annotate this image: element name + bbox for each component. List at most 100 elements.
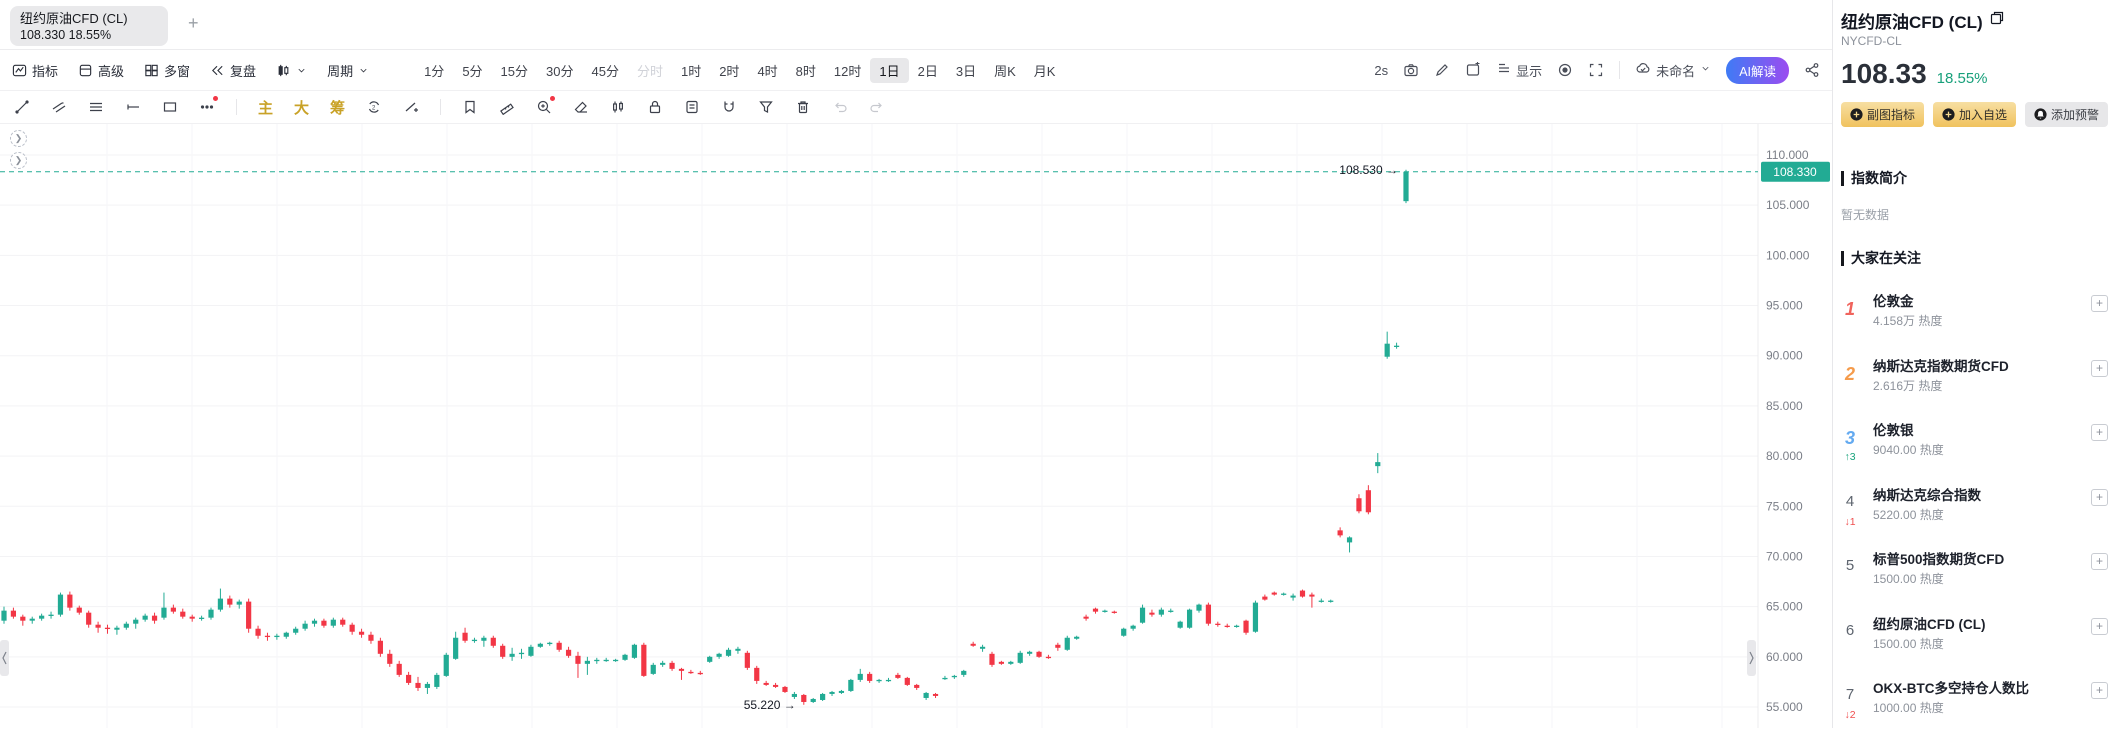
watchlist-item-纳斯达克综合指数[interactable]: 4 ↓1 纳斯达克综合指数 5220.00 热度 + <box>1833 466 2125 530</box>
add-to-watchlist-button[interactable]: + <box>2091 295 2108 312</box>
add-tab-button[interactable]: + <box>188 13 199 33</box>
watchlist-item-OKX-BTC多空持仓人数比[interactable]: 7 ↓2 OKX-BTC多空持仓人数比 1000.00 热度 + <box>1833 659 2125 723</box>
rectangle-tool[interactable] <box>162 99 178 115</box>
price-axis-label[interactable]: 80.000 <box>1766 449 1803 463</box>
timeframe-5分[interactable]: 5分 <box>462 63 483 79</box>
layout-dropdown[interactable]: 未命名 <box>1635 60 1711 81</box>
horizontal-lines-tool[interactable] <box>88 99 104 115</box>
toolbar-item-复盘[interactable]: 复盘 <box>210 61 256 80</box>
redo-tool[interactable] <box>869 99 885 115</box>
timeframe-1时[interactable]: 1时 <box>680 63 702 79</box>
tool-大[interactable]: 大 <box>294 99 310 117</box>
chevron-down-icon <box>296 65 307 76</box>
timeframe-月K[interactable]: 月K <box>1033 63 1056 79</box>
price-axis-label[interactable]: 105.000 <box>1766 198 1810 212</box>
candle-pattern-tool[interactable] <box>610 99 626 115</box>
price-axis-label[interactable]: 70.000 <box>1766 549 1803 563</box>
horizontal-ray-tool[interactable] <box>125 99 141 115</box>
add-to-watchlist-button[interactable]: + <box>2091 682 2108 699</box>
trend-line-tool[interactable] <box>14 99 30 115</box>
camera-icon[interactable] <box>1403 62 1419 78</box>
funnel-tool[interactable] <box>758 99 774 115</box>
timeframe-12时[interactable]: 12时 <box>833 63 862 79</box>
add-to-watchlist-button[interactable]: + <box>2091 424 2108 441</box>
timeframe-15分[interactable]: 15分 <box>500 63 529 79</box>
section-header-intro: 指数简介 <box>1841 168 1907 188</box>
price-axis-label[interactable]: 95.000 <box>1766 299 1803 313</box>
settings-target-icon[interactable] <box>1557 62 1573 78</box>
parallel-channel-tool[interactable] <box>51 99 67 115</box>
watchlist-item-纽约原油CFD (CL)[interactable]: 6 纽约原油CFD (CL) 1500.00 热度 + <box>1833 595 2125 659</box>
toolbar-item-高级[interactable]: 高级 <box>78 61 124 80</box>
chart-area[interactable]: 108.530 → 55.220 → 110.000 105.000 100.000 95… <box>0 124 1832 728</box>
chart-type-selector[interactable] <box>276 63 307 78</box>
timeframe-45分[interactable]: 45分 <box>591 63 619 79</box>
period-dropdown[interactable]: 周期 <box>327 61 369 80</box>
tool-筹[interactable]: 筹 <box>330 99 346 117</box>
new-pane-icon[interactable] <box>1465 62 1481 78</box>
timeframe-2日[interactable]: 2日 <box>917 63 938 79</box>
add-to-watchlist-button[interactable]: + <box>2091 553 2108 570</box>
copy-icon[interactable] <box>1989 10 2005 31</box>
zoom-in-tool[interactable] <box>536 96 556 115</box>
candlestick-chart[interactable]: 108.530 → 55.220 → 110.000 105.000 100.000 95… <box>0 124 1832 728</box>
panel-button-加入自选[interactable]: 加入自选 <box>1933 102 2017 127</box>
price-axis-label[interactable]: 65.000 <box>1766 600 1803 614</box>
expand-panel-icon[interactable]: ❯ <box>10 152 27 169</box>
cycle-tool[interactable]: 2 <box>366 99 382 115</box>
pencil-icon[interactable] <box>1434 62 1450 78</box>
timeframe-30分[interactable]: 30分 <box>546 63 574 79</box>
price-axis-label[interactable]: 60.000 <box>1766 650 1803 664</box>
share-icon[interactable] <box>1804 62 1820 78</box>
last-price-badge: 108.330 <box>1773 165 1817 179</box>
bookmark-tool[interactable] <box>462 99 478 115</box>
rank-number: 2 <box>1844 363 1855 384</box>
panel-button-副图指标[interactable]: 副图指标 <box>1841 102 1925 127</box>
fullscreen-icon[interactable] <box>1588 62 1604 78</box>
eraser-tool[interactable] <box>573 99 589 115</box>
ai-interpret-button[interactable]: AI解读 <box>1726 56 1789 84</box>
add-to-watchlist-button[interactable]: + <box>2091 488 2108 506</box>
price-axis-label[interactable]: 75.000 <box>1766 499 1803 513</box>
expand-panel-icon[interactable]: ❯ <box>10 130 27 147</box>
price-axis-label[interactable]: 100.000 <box>1766 248 1810 262</box>
note-tool[interactable] <box>684 99 700 115</box>
timeframe-周K[interactable]: 周K <box>994 63 1016 79</box>
ruler-tool[interactable] <box>499 99 515 115</box>
display-label: 显示 <box>1516 63 1543 79</box>
watchlist-item-伦敦银[interactable]: 3 ↑3 伦敦银 9040.00 热度 + <box>1833 401 2125 465</box>
lock-tool[interactable] <box>647 99 663 115</box>
polyline-plus-tool[interactable] <box>403 99 419 115</box>
timeframe-1日[interactable]: 1日 <box>870 57 909 83</box>
rank-change: ↑3 <box>1844 451 1856 463</box>
heat-value: 1000.00 热度 <box>1873 701 1944 715</box>
watchlist-item-伦敦金[interactable]: 1 伦敦金 4.158万 热度 + <box>1833 272 2125 336</box>
price-axis-label[interactable]: 90.000 <box>1766 349 1803 363</box>
add-to-watchlist-button[interactable]: + <box>2091 617 2108 635</box>
tab-symbol-title: 纽约原油CFD (CL) <box>20 11 128 26</box>
timeframe-8时[interactable]: 8时 <box>795 63 816 79</box>
undo-tool[interactable] <box>832 99 848 115</box>
price-axis-label[interactable]: 110.000 <box>1766 148 1809 162</box>
refresh-interval-label[interactable]: 2s <box>1374 62 1389 78</box>
toolbar-item-多窗[interactable]: 多窗 <box>144 61 190 80</box>
watchlist-item-标普500指数期货CFD[interactable]: 5 标普500指数期货CFD 1500.00 热度 + <box>1833 530 2125 594</box>
divider <box>440 99 442 115</box>
price-axis-label[interactable]: 55.000 <box>1766 700 1803 714</box>
trash-tool[interactable] <box>795 99 811 115</box>
timeframe-1分[interactable]: 1分 <box>424 63 445 79</box>
more-tool[interactable] <box>199 96 218 115</box>
timeframe-4时[interactable]: 4时 <box>757 63 778 79</box>
panel-button-添加预警[interactable]: 添加预警 <box>2025 102 2109 127</box>
price-axis-label[interactable]: 85.000 <box>1766 399 1803 413</box>
drawing-toolbar: 主 大 筹 2 <box>0 91 1832 124</box>
symbol-tab[interactable]: 纽约原油CFD (CL) 108.330 18.55% <box>10 6 168 46</box>
tool-主[interactable]: 主 <box>258 99 274 117</box>
magnet-tool[interactable] <box>721 99 737 115</box>
toolbar-item-指标[interactable]: 指标 <box>12 61 58 80</box>
add-to-watchlist-button[interactable]: + <box>2091 359 2108 377</box>
timeframe-2时[interactable]: 2时 <box>719 63 740 79</box>
watchlist-item-纳斯达克指数期货CFD[interactable]: 2 纳斯达克指数期货CFD 2.616万 热度 + <box>1833 337 2125 401</box>
display-settings-button[interactable]: 显示 <box>1496 60 1542 81</box>
timeframe-3日[interactable]: 3日 <box>955 63 977 79</box>
